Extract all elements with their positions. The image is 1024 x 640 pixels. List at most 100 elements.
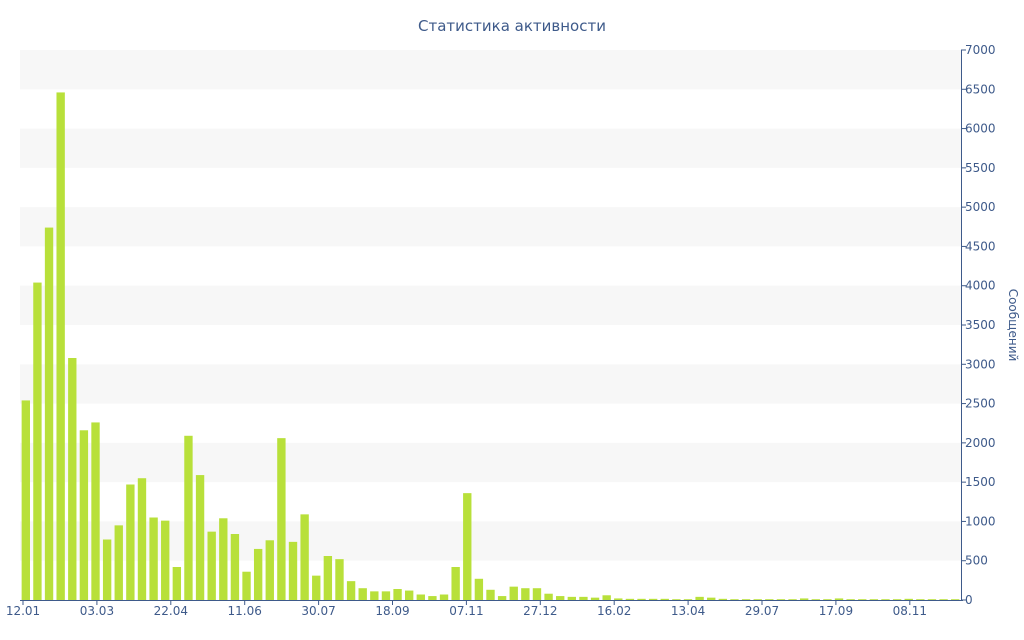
- chart-title: Статистика активности: [418, 17, 606, 35]
- y-tick-label: 1500: [965, 475, 996, 489]
- y-tick-label: 500: [965, 554, 988, 568]
- y-tick-label: 4000: [965, 279, 996, 293]
- bar: [916, 599, 925, 600]
- bar: [625, 598, 635, 600]
- bar: [741, 599, 751, 600]
- bar: [532, 588, 542, 600]
- x-tick-label: 17.09: [819, 604, 853, 618]
- y-axis-label: Сообщений: [1006, 289, 1020, 362]
- bar: [788, 599, 797, 600]
- bar: [79, 430, 89, 600]
- bar: [195, 475, 205, 600]
- bar: [683, 599, 693, 600]
- bar: [660, 598, 669, 600]
- bar: [799, 598, 809, 600]
- x-tick-label: 13.04: [671, 604, 705, 618]
- bar: [718, 598, 728, 600]
- bar: [811, 599, 820, 600]
- bar: [207, 531, 216, 600]
- bar: [951, 599, 960, 600]
- bar: [672, 599, 681, 600]
- grid-band: [20, 364, 961, 404]
- y-tick-label: 2000: [965, 436, 996, 450]
- x-tick-label: 12.01: [6, 604, 40, 618]
- bar: [300, 514, 309, 600]
- bar: [416, 594, 425, 600]
- bar: [91, 422, 100, 600]
- y-ticks: 0 500 1000 1500 2000 2500 3000 3500 4000 4500 5000…: [961, 43, 996, 607]
- bar: [823, 599, 832, 600]
- bar: [114, 525, 123, 600]
- x-tick-label: 29.07: [745, 604, 779, 618]
- bar: [312, 575, 321, 600]
- bar: [486, 589, 495, 600]
- bar: [927, 599, 937, 600]
- bar: [102, 539, 112, 600]
- bar: [370, 591, 379, 600]
- bar: [904, 598, 913, 600]
- bar: [614, 598, 623, 600]
- bar: [892, 599, 902, 600]
- bar: [579, 596, 588, 600]
- bar: [265, 540, 274, 600]
- bar: [172, 567, 182, 600]
- grid-bands: [20, 50, 961, 561]
- bar: [695, 596, 704, 600]
- bar: [277, 438, 286, 600]
- bar: [33, 282, 42, 600]
- y-tick-label: 6500: [965, 82, 996, 96]
- bar: [648, 598, 658, 600]
- bar: [765, 599, 774, 600]
- x-tick-label: 27.12: [523, 604, 557, 618]
- bar: [253, 548, 263, 600]
- x-tick-label: 30.07: [301, 604, 335, 618]
- bar: [556, 596, 565, 600]
- x-ticks: 12.01 03.03 22.04 11.06 30.07 18.09 07.11 27.12…: [6, 600, 927, 618]
- x-tick-label: 07.11: [449, 604, 483, 618]
- bar: [358, 588, 367, 600]
- y-tick-label: 3000: [965, 357, 996, 371]
- bar: [404, 590, 414, 600]
- bar: [44, 227, 54, 601]
- bar: [730, 599, 739, 600]
- bar: [288, 541, 298, 600]
- bar: [707, 597, 716, 600]
- bar: [439, 594, 449, 600]
- grid-band: [20, 442, 961, 483]
- bar: [590, 597, 600, 600]
- x-tick-label: 22.04: [154, 604, 188, 618]
- x-tick-label: 08.11: [893, 604, 927, 618]
- bar: [463, 493, 472, 600]
- bar: [544, 593, 553, 600]
- bar: [602, 595, 611, 600]
- bar: [881, 599, 890, 600]
- bar: [846, 599, 855, 600]
- grid-band: [20, 207, 961, 247]
- bar: [381, 591, 391, 600]
- bar: [126, 484, 135, 600]
- bar: [323, 556, 333, 600]
- y-tick-label: 6000: [965, 122, 996, 136]
- bars: [21, 92, 960, 601]
- grid-band: [20, 50, 961, 90]
- bar: [474, 578, 484, 600]
- bar: [451, 567, 460, 600]
- y-tick-label: 0: [965, 593, 973, 607]
- bar: [858, 599, 867, 600]
- bar: [230, 534, 240, 600]
- bar: [335, 559, 344, 600]
- y-tick-label: 5000: [965, 200, 996, 214]
- bar: [637, 598, 646, 600]
- grid-band: [20, 521, 961, 561]
- bar: [869, 599, 879, 600]
- x-tick-label: 18.09: [375, 604, 409, 618]
- bar: [21, 400, 30, 600]
- bar: [219, 518, 228, 600]
- bar: [497, 596, 507, 600]
- y-tick-label: 7000: [965, 43, 996, 57]
- bar: [56, 92, 65, 600]
- bar: [137, 478, 147, 600]
- bar: [834, 598, 844, 600]
- bar: [776, 599, 786, 600]
